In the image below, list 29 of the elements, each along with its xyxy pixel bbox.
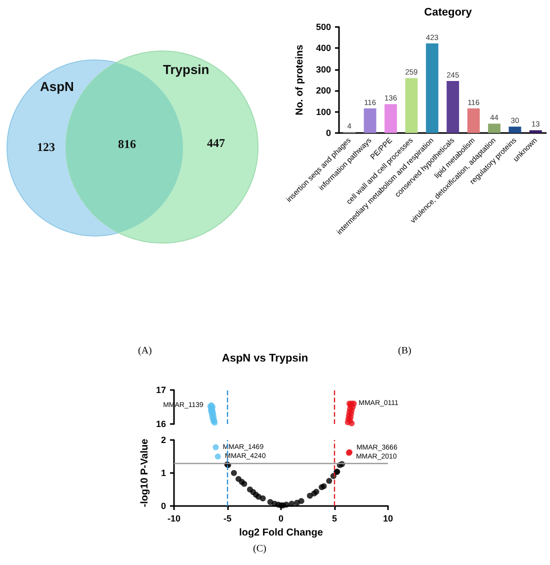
text: (B) <box>398 346 412 356</box>
x-tick-label: -10 <box>167 514 181 524</box>
category-label: AspN <box>40 79 74 94</box>
y-tick-label: 400 <box>316 43 331 54</box>
y-tick-label: 300 <box>316 64 331 74</box>
y-axis-title: No. of proteins <box>294 44 306 116</box>
text: (C) <box>253 544 266 554</box>
y-axis-title: -log10 P-Value <box>140 438 151 508</box>
chart-title: AspN vs Trypsin <box>222 352 308 364</box>
y-tick-label: 2 <box>160 435 166 445</box>
x-axis-title: log2 Fold Change <box>239 528 324 538</box>
y-tick-label: 17 <box>156 385 166 395</box>
text: (A) <box>138 346 152 356</box>
y-tick-label: 500 <box>316 22 331 32</box>
category-label: Trypsin <box>163 62 210 77</box>
y-tick-label: 200 <box>316 86 331 96</box>
y-tick-label: 0 <box>326 128 331 138</box>
y-tick-label: 1 <box>160 468 166 478</box>
y-tick-label: 0 <box>160 501 166 511</box>
x-tick-label: 5 <box>332 514 338 524</box>
y-tick-label: 100 <box>316 106 331 117</box>
chart-title: Category <box>424 6 473 18</box>
data-label: 816 <box>118 137 136 151</box>
data-label: 123 <box>37 140 55 154</box>
y-tick-label: 16 <box>156 419 166 429</box>
data-label: 447 <box>207 136 225 150</box>
x-tick-label: -5 <box>223 514 232 524</box>
x-tick-label: 10 <box>382 514 394 524</box>
x-tick-label: 0 <box>278 514 284 524</box>
